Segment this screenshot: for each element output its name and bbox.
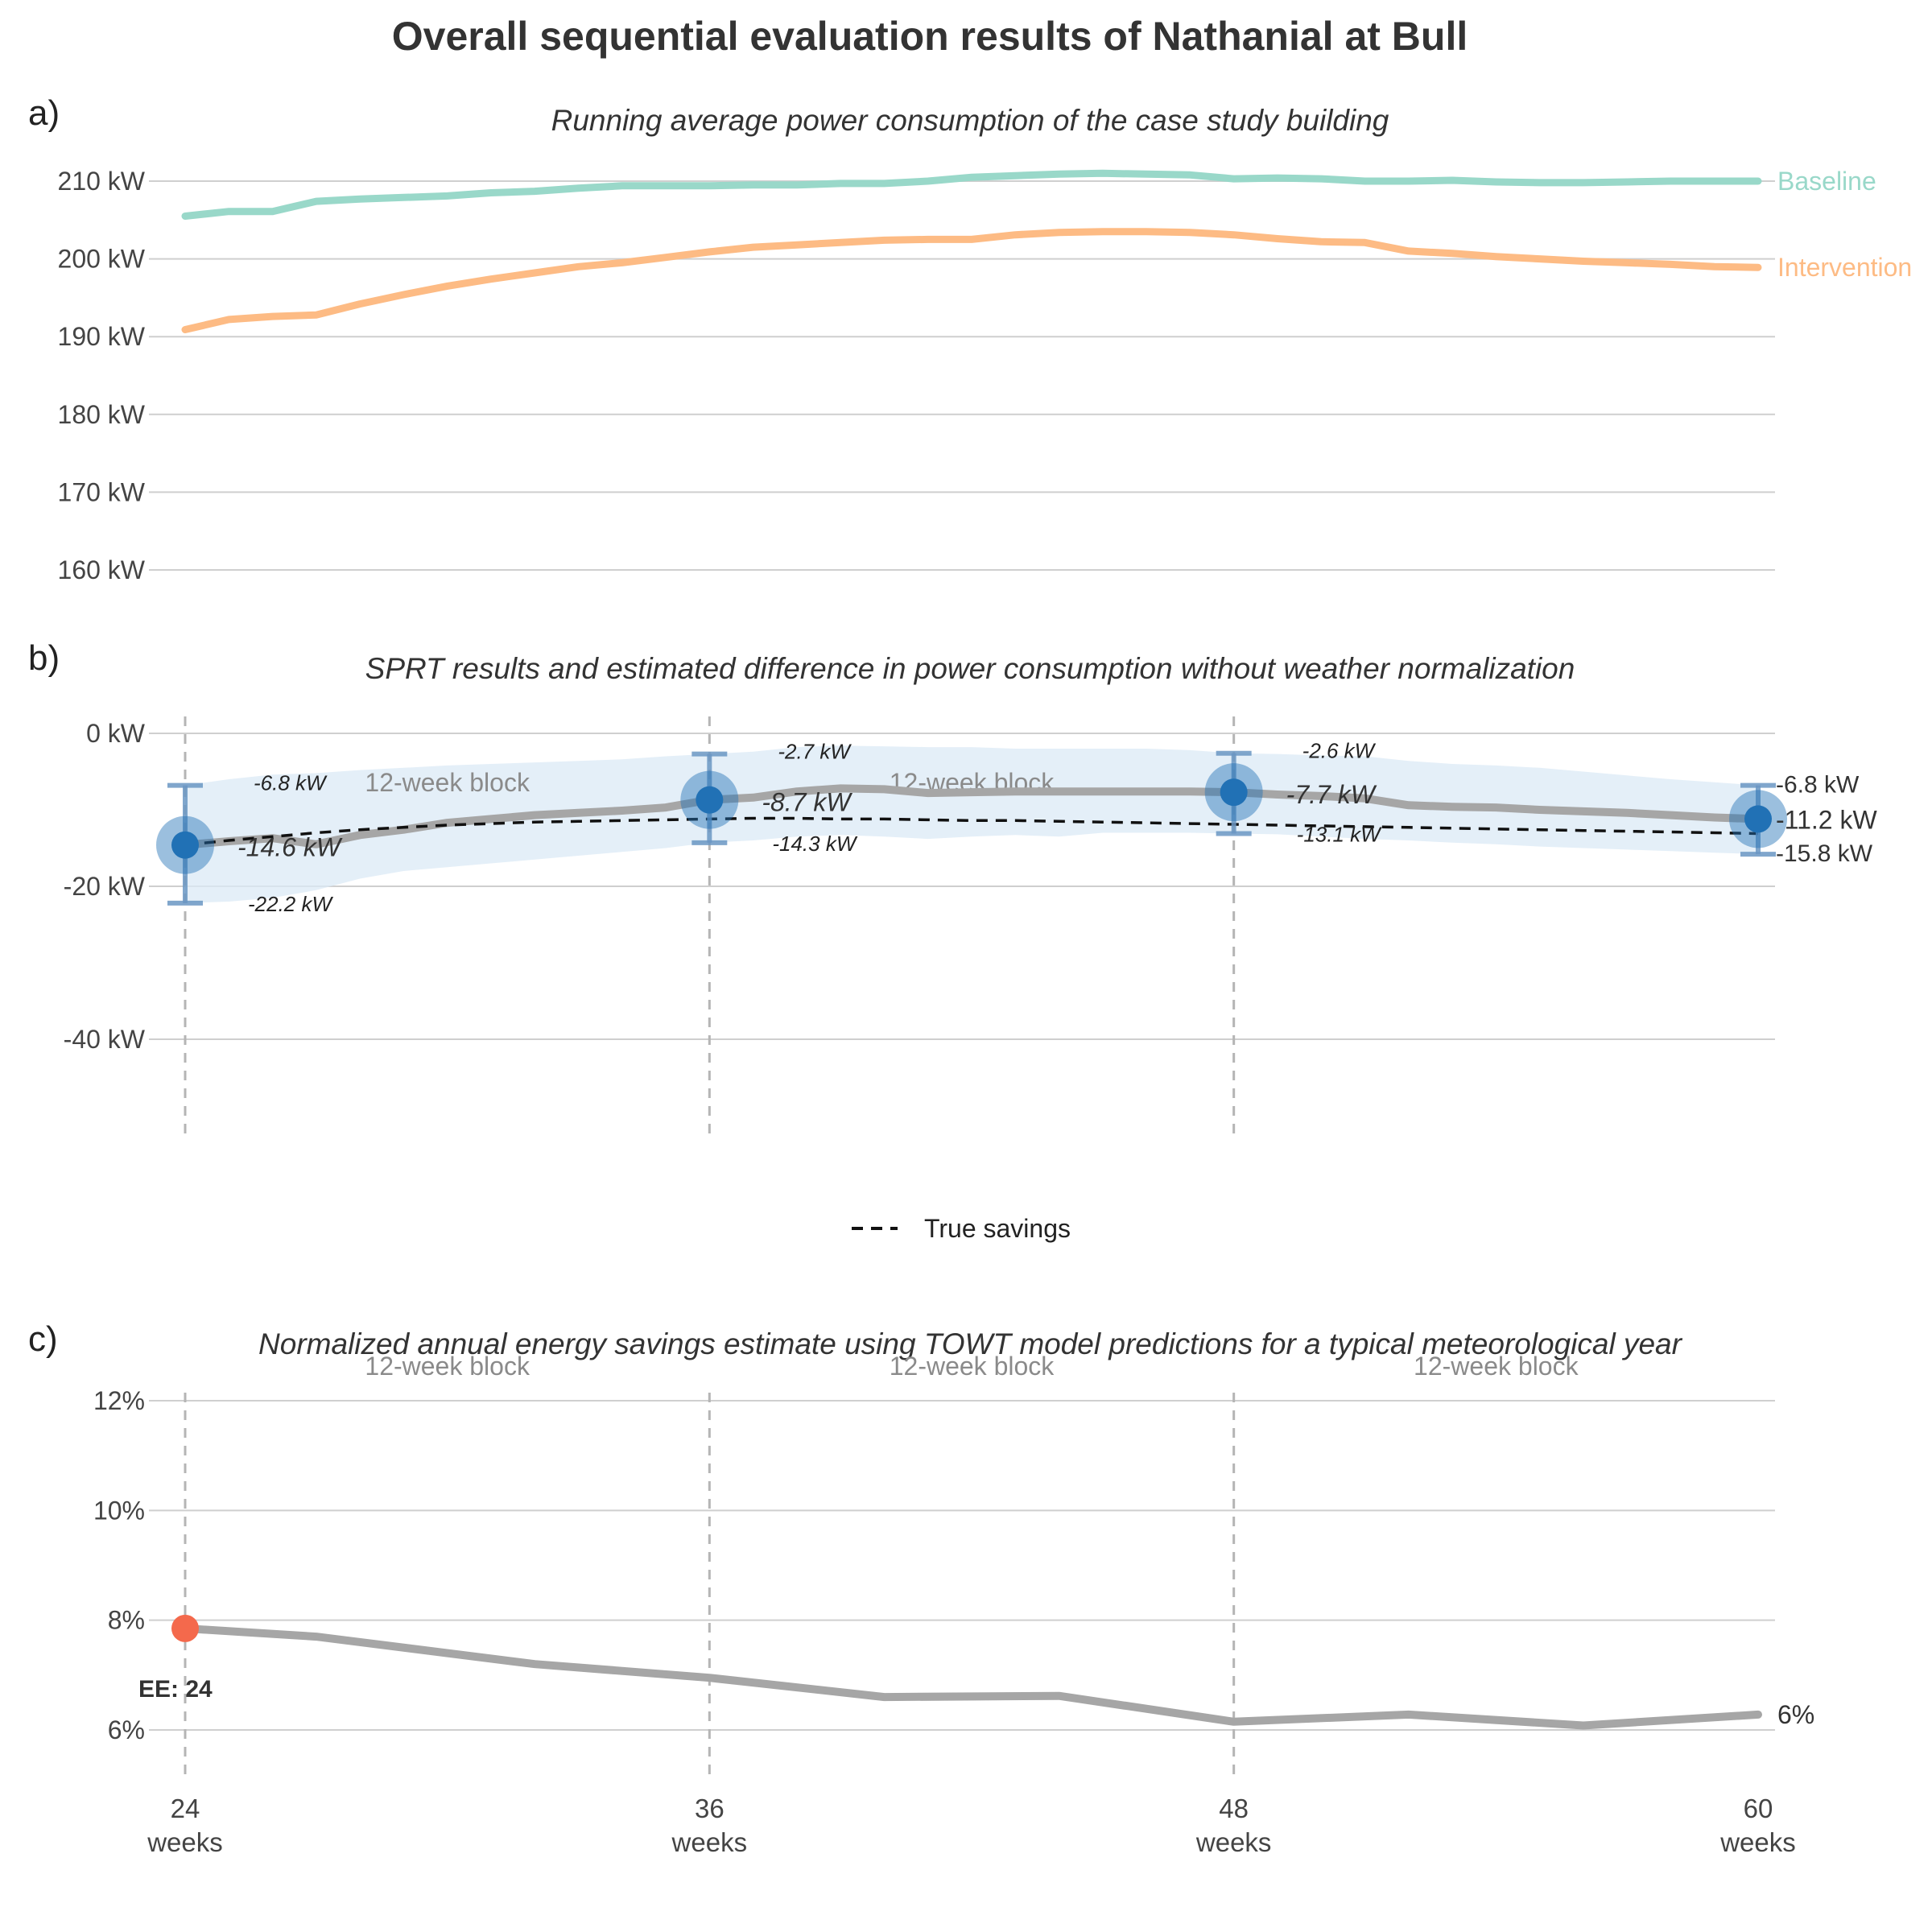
x-tick-label: 24 bbox=[171, 1794, 200, 1823]
intervention-label: Intervention bbox=[1777, 253, 1912, 282]
x-tick-label: 60 bbox=[1744, 1794, 1773, 1823]
x-tick-unit: weeks bbox=[671, 1827, 748, 1857]
x-tick-label: 48 bbox=[1219, 1794, 1249, 1823]
panel-label-b: b) bbox=[28, 638, 60, 678]
panel-a-running-average: a) Running average power consumption of t… bbox=[28, 93, 1912, 584]
panel-c-y-tick-label: 12% bbox=[93, 1386, 145, 1415]
estimate-label: -11.2 kW bbox=[1776, 805, 1877, 834]
panel-a-y-tick-label: 170 kW bbox=[58, 477, 146, 506]
ee-point bbox=[171, 1614, 199, 1642]
panel-a-y-tick-label: 210 kW bbox=[58, 167, 146, 196]
estimate-line bbox=[181, 784, 1762, 849]
x-axis: 24 weeks 36 weeks 48 weeks 60 weeks bbox=[147, 1794, 1796, 1857]
block-label: 12-week block bbox=[1414, 1352, 1579, 1381]
panel-c-y-tick-label: 8% bbox=[108, 1606, 145, 1635]
figure-title: Overall sequential evaluation results of… bbox=[392, 14, 1468, 59]
panel-a-y-tick-label: 180 kW bbox=[58, 400, 146, 429]
legend-true-savings-label: True savings bbox=[924, 1214, 1071, 1243]
upper-bound-label: -2.7 kW bbox=[778, 740, 852, 764]
upper-bound-label: -2.6 kW bbox=[1302, 739, 1377, 763]
panel-c-y-tick-label: 10% bbox=[93, 1496, 145, 1525]
baseline-label: Baseline bbox=[1777, 167, 1876, 196]
lower-bound-label: -14.3 kW bbox=[772, 832, 857, 856]
intervention-line bbox=[181, 228, 1762, 333]
legend: True savings bbox=[852, 1214, 1071, 1243]
panel-b-sprt-results: b) SPRT results and estimated difference … bbox=[28, 638, 1877, 1141]
panel-b-y-tick-label: 0 kW bbox=[86, 719, 146, 748]
panel-b-subtitle: SPRT results and estimated difference in… bbox=[365, 652, 1575, 685]
upper-bound-label: -6.8 kW bbox=[254, 771, 328, 795]
ee-label: EE: 24 bbox=[138, 1676, 213, 1703]
block-label: 12-week block bbox=[365, 1352, 530, 1381]
lower-bound-label: -13.1 kW bbox=[1297, 822, 1382, 846]
sprt-point bbox=[1220, 778, 1248, 807]
panel-c-subtitle: Normalized annual energy savings estimat… bbox=[258, 1327, 1683, 1360]
lower-bound-label: -15.8 kW bbox=[1776, 840, 1873, 867]
upper-bound-label: -6.8 kW bbox=[1776, 772, 1860, 799]
x-tick-label: 36 bbox=[695, 1794, 724, 1823]
sprt-point bbox=[171, 831, 199, 859]
panel-a-y-tick-label: 190 kW bbox=[58, 322, 146, 351]
panel-label-c: c) bbox=[28, 1319, 58, 1359]
panel-a-subtitle: Running average power consumption of the… bbox=[551, 104, 1389, 137]
estimate-label: -8.7 kW bbox=[762, 788, 852, 817]
panel-b-y-tick-label: -20 kW bbox=[64, 872, 146, 901]
lower-bound-label: -22.2 kW bbox=[248, 892, 333, 916]
panel-c-normalized-savings: c) Normalized annual energy savings estim… bbox=[28, 1319, 1814, 1779]
x-tick-unit: weeks bbox=[147, 1827, 223, 1857]
estimate-label: -14.6 kW bbox=[237, 833, 343, 862]
block-label: 12-week block bbox=[365, 768, 530, 797]
block-label: 12-week block bbox=[890, 1352, 1055, 1381]
x-tick-unit: weeks bbox=[1719, 1827, 1796, 1857]
savings-estimate-line bbox=[181, 1624, 1762, 1730]
x-tick-unit: weeks bbox=[1195, 1827, 1272, 1857]
panel-b-y-tick-label: -40 kW bbox=[64, 1025, 146, 1054]
baseline-line bbox=[181, 169, 1762, 220]
panel-a-y-tick-label: 160 kW bbox=[58, 555, 146, 584]
panel-c-y-tick-label: 6% bbox=[108, 1715, 145, 1744]
panel-label-a: a) bbox=[28, 93, 60, 133]
confidence-band bbox=[185, 745, 1758, 903]
sprt-point bbox=[1744, 805, 1772, 833]
panel-a-y-tick-label: 200 kW bbox=[58, 245, 146, 274]
estimate-label: -7.7 kW bbox=[1286, 780, 1377, 809]
sprt-point bbox=[696, 786, 724, 814]
end-value-label: 6% bbox=[1777, 1700, 1814, 1729]
